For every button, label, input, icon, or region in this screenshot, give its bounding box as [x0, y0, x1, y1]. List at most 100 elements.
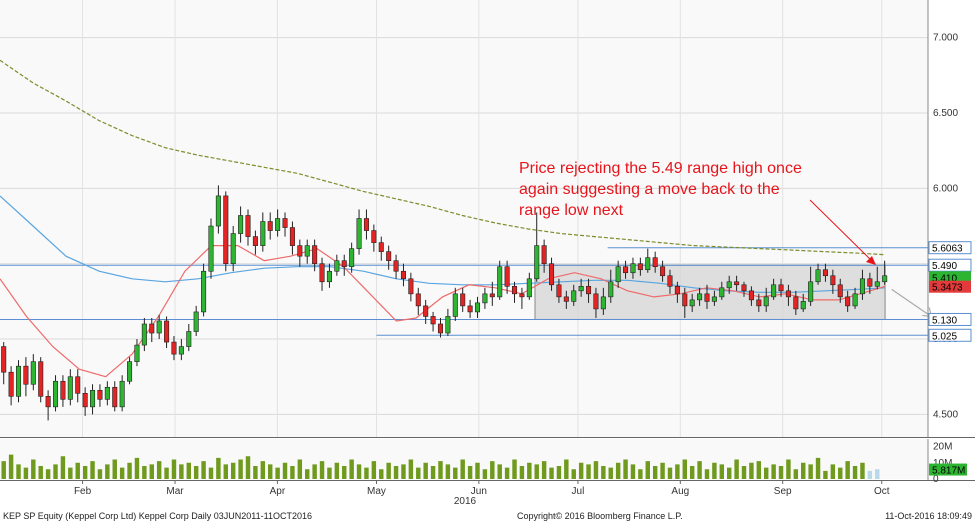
volume-bar — [601, 466, 606, 479]
candle-body — [719, 287, 725, 298]
volume-bar — [645, 461, 650, 479]
candle-body — [186, 331, 192, 347]
candle-body — [549, 263, 555, 286]
candle-body — [67, 376, 73, 400]
volume-bar — [60, 456, 66, 479]
candle-body — [504, 266, 510, 287]
candle-body — [415, 293, 421, 307]
candle-body — [859, 278, 865, 295]
grid — [0, 0, 928, 437]
volume-bar — [364, 467, 369, 479]
candle-body — [267, 221, 273, 231]
candle-body — [630, 263, 636, 274]
projection-line — [891, 288, 932, 317]
candle-body — [119, 380, 125, 408]
volume-bar — [297, 459, 303, 479]
x-tick-label: Aug — [671, 486, 689, 497]
year-label: 2016 — [454, 496, 477, 507]
volume-bar — [186, 462, 191, 479]
volume-bar — [875, 469, 880, 479]
candle-body — [667, 275, 673, 287]
candle-body — [623, 266, 629, 274]
y-tick-label: 6.500 — [933, 108, 958, 119]
candle-body — [134, 344, 140, 362]
x-tick-label: Feb — [74, 486, 92, 497]
candle-body — [511, 286, 518, 295]
ma50-line — [0, 195, 886, 293]
volume-bar — [608, 467, 613, 479]
volume-bar — [578, 462, 584, 479]
candle-body — [756, 299, 762, 307]
volume-bar — [31, 459, 36, 479]
volume-bar — [467, 466, 473, 479]
candle-body — [260, 221, 266, 246]
level-label: 5.6063 — [932, 244, 963, 255]
volume-bar — [445, 464, 451, 479]
candle-body — [193, 311, 199, 332]
candle-body — [60, 380, 66, 400]
volume-bar — [438, 461, 443, 479]
volume-bar — [453, 467, 458, 479]
volume-bar — [823, 470, 828, 479]
candle-body — [341, 260, 347, 268]
volume-bar — [23, 467, 29, 479]
volume-bar — [490, 461, 495, 479]
volume-bar — [327, 467, 332, 479]
volume-bar — [571, 469, 576, 479]
candle-body — [526, 278, 532, 298]
candle-body — [275, 218, 281, 231]
candle-body — [541, 245, 547, 265]
volume-bar — [519, 466, 525, 479]
candle-body — [608, 281, 614, 298]
volume-bar — [808, 464, 813, 479]
volume-bar — [630, 464, 636, 479]
candle-body — [171, 341, 177, 355]
x-tick-labels: Feb Mar Apr May Jun Jul Aug Sep Oct — [74, 480, 890, 497]
volume-bar — [682, 459, 688, 479]
volume-bar — [90, 461, 95, 479]
x-tick-label: Oct — [874, 486, 890, 497]
candle-body — [482, 293, 488, 304]
volume-bar — [193, 466, 199, 479]
candle-body — [689, 299, 695, 307]
volume-bar — [164, 467, 169, 479]
footer-timestamp: 11-Oct-2016 18:09:49 — [885, 511, 972, 521]
volume-bar — [68, 467, 73, 479]
candle-body — [519, 293, 525, 298]
candles — [1, 185, 888, 421]
candle-body — [141, 323, 147, 346]
volume-bar — [556, 466, 562, 479]
candle-body — [215, 195, 221, 227]
candle-body — [600, 296, 606, 310]
level-tag — [928, 328, 972, 342]
x-tick-label: May — [367, 486, 386, 497]
x-tick-label: Jul — [572, 486, 585, 497]
volume-bar — [497, 464, 502, 479]
volume-tick-label: 20M — [933, 442, 952, 453]
volume-bar — [112, 459, 117, 479]
candle-body — [615, 266, 621, 283]
price-panel-bg — [0, 0, 928, 437]
candle-body — [645, 257, 651, 271]
volume-bar — [38, 466, 43, 479]
footer-security: KEP SP Equity (Keppel Corp Ltd) Keppel C… — [3, 511, 312, 521]
candle-body — [571, 290, 577, 302]
volume-bar — [142, 466, 147, 479]
candle-body — [15, 365, 22, 397]
footer-copyright: Copyright© 2016 Bloomberg Finance L.P. — [517, 511, 683, 521]
volume-bar — [45, 469, 51, 479]
candle-body — [201, 270, 207, 313]
candle-body — [356, 218, 362, 249]
volume-bar — [393, 466, 399, 479]
candle-body — [112, 386, 118, 408]
volume-bar — [549, 467, 554, 479]
candle-body — [334, 260, 340, 272]
volume-bar — [253, 466, 258, 479]
candle-body — [45, 396, 51, 408]
volume-bar — [290, 466, 295, 479]
candle-body — [238, 215, 244, 234]
volume-bar — [356, 464, 362, 479]
x-tick-label: Apr — [270, 486, 286, 497]
candle-body — [460, 293, 466, 307]
candle-body — [1, 346, 7, 373]
